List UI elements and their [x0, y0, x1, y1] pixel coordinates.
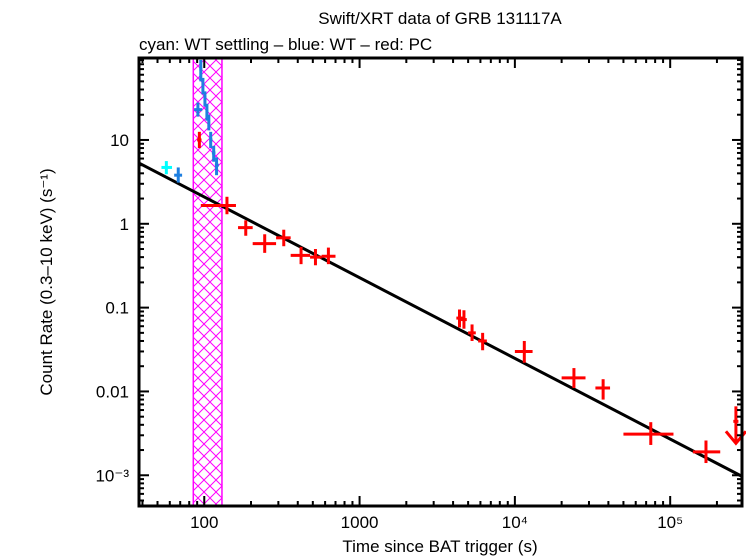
data-point — [290, 246, 311, 265]
fit-line — [138, 161, 743, 478]
y-tick-label: 10 — [110, 131, 129, 150]
data-point — [161, 161, 173, 175]
fit-line-group — [138, 161, 743, 478]
x-tick-label: 1000 — [341, 513, 379, 532]
data-point — [194, 102, 203, 117]
data-point — [514, 340, 533, 363]
y-tick-label: 1 — [120, 215, 129, 234]
data-point — [321, 247, 336, 265]
chart-title: Swift/XRT data of GRB 131117A — [318, 9, 562, 28]
data-point — [561, 368, 586, 388]
data-point — [276, 229, 291, 247]
x-tick-label: 10⁵ — [657, 513, 683, 532]
data-point — [252, 234, 277, 253]
chart-subtitle: cyan: WT settling – blue: WT – red: PC — [139, 35, 432, 54]
axes-group: 100 1000 10⁴ 10⁵ 10 1 0.1 0.01 10⁻³ — [95, 56, 744, 532]
data-point — [468, 324, 476, 341]
data-point — [174, 167, 183, 183]
data-point — [478, 332, 487, 351]
data-point — [209, 131, 213, 149]
data-point — [197, 131, 202, 149]
data-point — [623, 422, 674, 445]
data-point — [461, 310, 467, 329]
data-point — [207, 114, 211, 131]
data-point — [214, 157, 219, 176]
data-point — [238, 220, 253, 236]
data-point — [200, 196, 236, 215]
x-axis-label: Time since BAT trigger (s) — [342, 537, 537, 556]
data-point — [205, 103, 209, 121]
data-point — [310, 249, 322, 266]
y-tick-label: 10⁻³ — [95, 466, 129, 485]
x-tick-label: 100 — [190, 513, 218, 532]
data-point — [199, 59, 203, 82]
data-points-group — [161, 59, 746, 464]
y-tick-label: 0.1 — [105, 299, 129, 318]
data-point — [595, 379, 611, 400]
y-tick-label: 0.01 — [96, 382, 129, 401]
data-point — [201, 77, 205, 95]
data-point — [692, 440, 721, 464]
data-point — [211, 145, 216, 162]
y-axis-label: Count Rate (0.3–10 keV) (s⁻¹) — [37, 168, 56, 395]
data-point — [203, 91, 207, 107]
x-tick-label: 10⁴ — [502, 513, 528, 532]
